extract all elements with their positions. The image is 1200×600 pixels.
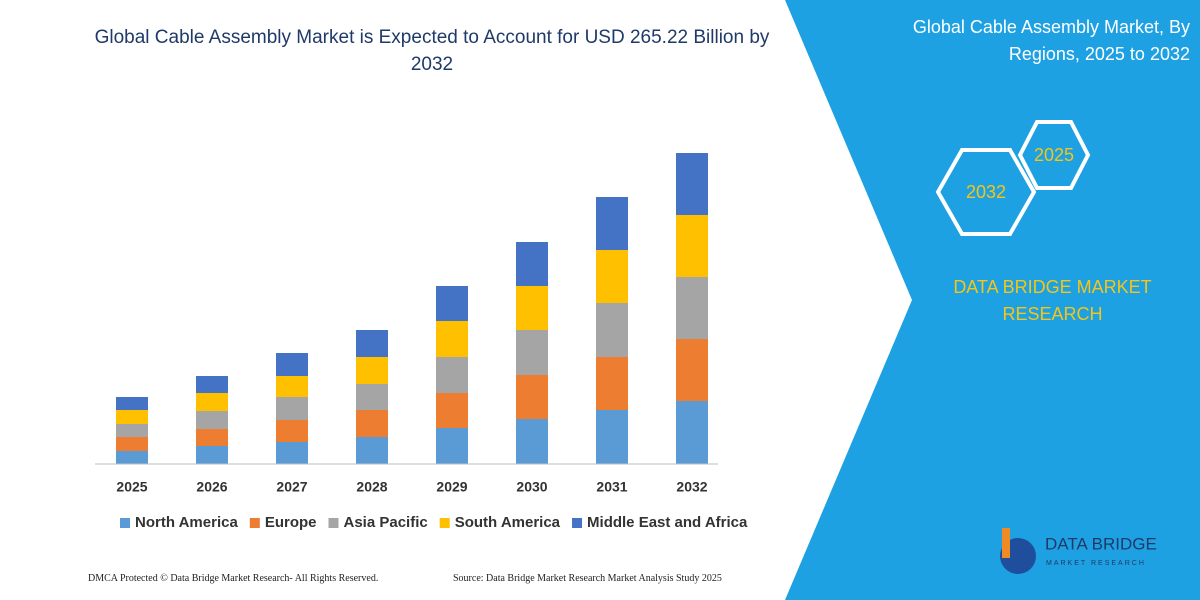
footer-left: DMCA Protected © Data Bridge Market Rese… [88,573,379,584]
hexagon [1017,120,1091,190]
hexagon-label: 2032 [966,182,1006,202]
x-tick-label: 2031 [596,479,627,495]
legend-swatch [120,518,130,528]
bar-segment [516,419,548,464]
legend-swatch [572,518,583,528]
side-title: Global Cable Assembly Market, By Regions… [912,17,1190,64]
hexagon [935,148,1037,236]
bar-segment [436,357,468,393]
bar-segment [276,442,308,464]
bar-segment [596,357,628,410]
bar-segment [516,330,548,375]
x-tick-label: 2025 [116,479,147,495]
bar-segment [116,410,148,424]
bar-segment [516,242,548,286]
bar-segment [356,330,388,357]
x-tick-label: 2030 [516,479,547,495]
logo-icon [1002,528,1010,558]
bar-segment [196,393,228,411]
x-tick-label: 2026 [196,479,227,495]
bar-segment [116,437,148,451]
bar-segment [276,397,308,420]
legend-swatch [439,518,450,528]
bar-segment [196,376,228,393]
bar-segment [436,428,468,464]
footer-right: Source: Data Bridge Market Research Mark… [453,573,722,584]
logo-tagline: MARKET RESEARCH [1046,560,1146,567]
legend-label: Middle East and Africa [587,514,748,531]
legend-swatch [328,518,339,528]
bar-segment [116,451,148,464]
bar-segment [196,446,228,464]
bar-segment [676,339,708,401]
bar-segment [596,197,628,250]
side-panel [785,0,1200,600]
x-tick-label: 2029 [436,479,467,495]
bar-segment [436,286,468,321]
bar-segment [676,277,708,339]
logo-name: DATA BRIDGE [1045,534,1157,553]
legend-label: Europe [265,514,317,531]
brand-name: DATA BRIDGE MARKET RESEARCH [953,277,1152,324]
bar-segment [116,397,148,410]
bar-segment [516,286,548,330]
bar-segment [196,429,228,446]
legend-label: North America [135,514,238,531]
bar-segment [356,410,388,437]
x-tick-label: 2027 [276,479,307,495]
legend-label: Asia Pacific [344,514,428,531]
bar-segment [676,153,708,215]
bar-segment [356,384,388,410]
x-tick-label: 2032 [676,479,707,495]
bar-segment [356,437,388,464]
logo: DATA BRIDGE MARKET RESEARCH [1000,528,1157,574]
bar-segment [116,424,148,437]
bar-segment [276,353,308,376]
x-tick-label: 2028 [356,479,387,495]
bar-segment [436,393,468,428]
bar-segment [356,357,388,384]
hexagon-label: 2025 [1034,145,1074,165]
chart-title: Global Cable Assembly Market is Expected… [94,27,770,75]
bar-segment [676,401,708,464]
bar-segment [276,420,308,442]
bar-segment [276,376,308,397]
bar-segment [596,303,628,357]
legend-swatch [249,518,260,528]
bar-segment [196,411,228,429]
bar-segment [516,375,548,419]
bar-segment [596,250,628,303]
bar-segment [596,410,628,464]
bar-segment [676,215,708,277]
legend-label: South America [455,514,561,531]
bar-segment [436,321,468,357]
